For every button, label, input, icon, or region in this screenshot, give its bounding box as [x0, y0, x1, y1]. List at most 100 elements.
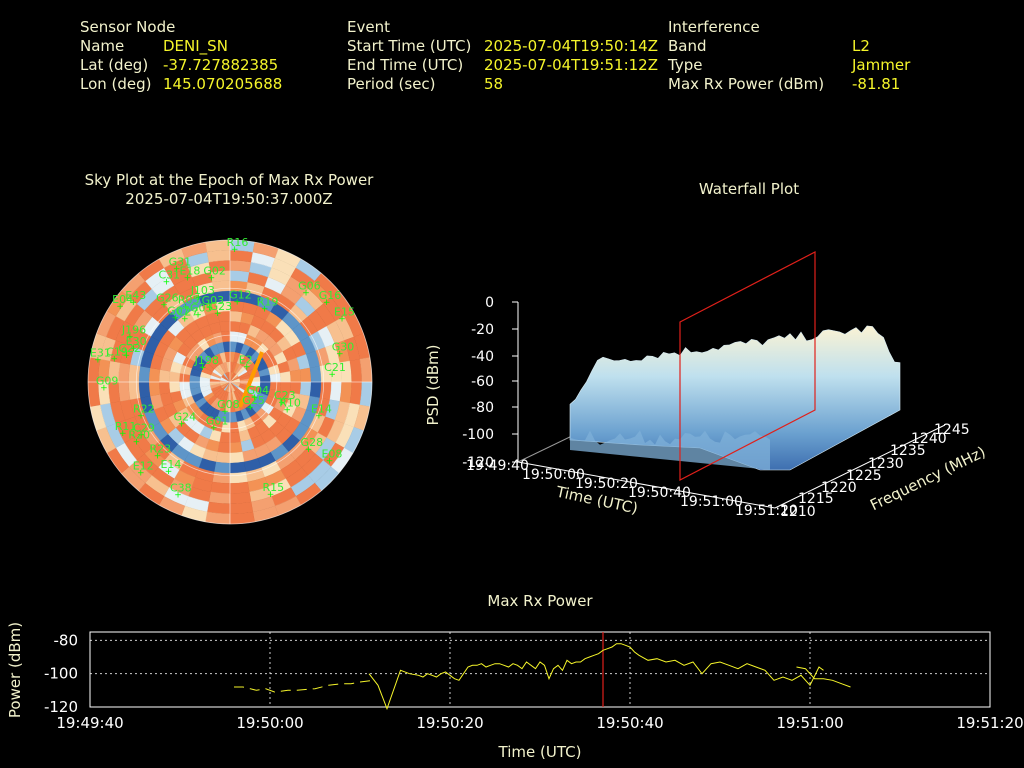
satellite-label: C38	[170, 482, 192, 495]
x-tick-label: 19:50:40	[628, 485, 691, 501]
satellite-marker: +	[130, 298, 138, 308]
x-tick-label: 19:51:20	[735, 503, 798, 519]
satellite-marker: +	[214, 309, 222, 319]
satellite-label: R23	[149, 443, 171, 456]
event-start-label: Start Time (UTC)	[347, 37, 472, 55]
satellite-label: G23	[210, 300, 233, 313]
satellite-label: J103	[190, 284, 215, 297]
satellite-marker: +	[305, 445, 313, 455]
power-x-tick-label: 19:50:20	[416, 714, 483, 732]
satellite-label: E08	[321, 448, 342, 461]
satellite-marker: +	[137, 411, 145, 421]
satellite-marker: +	[154, 452, 162, 462]
event-period-value: 58	[484, 75, 504, 93]
satellite-label: G24	[174, 411, 197, 424]
waterfall-title: Waterfall Plot	[698, 180, 800, 198]
satellite-marker: +	[233, 297, 241, 307]
z-tick-label: -20	[471, 322, 494, 338]
y-tick-label: 1225	[846, 468, 882, 484]
x-tick-label: 19:50:20	[575, 476, 638, 492]
satellite-marker: +	[247, 403, 255, 413]
power-x-tick-label: 19:51:20	[956, 714, 1023, 732]
satellite-marker: +	[133, 438, 141, 448]
satellite-marker: +	[174, 491, 182, 501]
satellite-marker: +	[137, 430, 145, 440]
z-tick-label: -80	[471, 400, 494, 416]
satellite-label: R22	[133, 402, 155, 415]
satellite-label: G25	[242, 394, 265, 407]
satellite-label: G08	[217, 398, 240, 411]
y-tick-label: 1220	[821, 480, 857, 496]
satellite-label: G05	[190, 301, 213, 314]
power-x-tick-label: 19:50:40	[596, 714, 663, 732]
satellite-label: G03	[202, 294, 225, 307]
satellite-label: R20	[128, 429, 150, 442]
y-tick-label: 1210	[780, 504, 816, 520]
satellite-label: E18	[179, 265, 200, 278]
satellite-marker: +	[110, 354, 118, 364]
satellite-marker: +	[267, 490, 275, 500]
satellite-marker: +	[231, 245, 239, 255]
satellite-label: G02	[203, 264, 226, 277]
power-x-tick-label: 19:50:00	[236, 714, 303, 732]
interference-type-value: Jammer	[852, 56, 911, 74]
satellite-label: E31	[90, 347, 111, 360]
satellite-label: C27	[177, 305, 199, 318]
satellite-marker: +	[182, 302, 190, 312]
satellite-label: E2	[239, 353, 253, 366]
satellite-marker: +	[160, 300, 168, 310]
satellite-marker: +	[130, 344, 138, 354]
satellite-label: G06	[298, 279, 321, 292]
interference-type-label: Type	[668, 56, 703, 74]
z-tick-label: -60	[471, 374, 494, 390]
interference-power-value: -81.81	[852, 75, 901, 93]
power-x-axis-label: Time (UTC)	[498, 743, 582, 761]
event-end-label: End Time (UTC)	[347, 56, 464, 74]
satellite-marker: +	[336, 350, 344, 360]
satellite-marker: +	[221, 407, 229, 417]
satellite-marker: +	[206, 303, 214, 313]
satellite-marker: +	[123, 351, 131, 361]
satellite-marker: +	[326, 457, 334, 467]
satellite-label: E12	[133, 459, 154, 472]
power-series-line	[368, 643, 824, 711]
event-period-label: Period (sec)	[347, 75, 436, 93]
y-tick-label: 1230	[868, 456, 904, 472]
satellite-marker: +	[195, 293, 203, 303]
satellite-label: E43	[125, 289, 146, 302]
satellite-marker: +	[338, 314, 346, 324]
power-x-tick-label: 19:49:40	[56, 714, 123, 732]
event-start-value: 2025-07-04T19:50:14Z	[484, 37, 658, 55]
power-x-tick-label: 19:51:00	[776, 714, 843, 732]
sensor-lon-label: Lon (deg)	[80, 75, 152, 93]
satellite-marker: +	[261, 305, 269, 315]
satellite-label: G01	[206, 414, 229, 427]
z-axis-label: PSD (dBm)	[424, 344, 442, 425]
satellite-label: G16	[319, 289, 342, 302]
satellite-marker: +	[171, 314, 179, 324]
waterfall-surface	[569, 325, 901, 471]
satellite-marker: +	[173, 265, 181, 275]
satellite-label: C29	[133, 421, 155, 434]
epoch-plane	[679, 251, 816, 481]
power-y-axis-label: Power (dBm)	[6, 622, 24, 718]
satellite-marker: +	[100, 383, 108, 393]
satellite-label: E30	[126, 335, 147, 348]
satellite-label: E04	[112, 293, 133, 306]
satellite-label: G26	[156, 291, 179, 304]
satellite-label: R16	[227, 236, 249, 249]
satellite-label: E15	[334, 305, 355, 318]
satellite-label: C23	[274, 389, 296, 402]
sensor-lat-label: Lat (deg)	[80, 56, 149, 74]
satellite-label: R19	[257, 296, 279, 309]
satellite-marker: +	[278, 398, 286, 408]
power-series-line	[796, 666, 851, 688]
satellite-marker: +	[243, 362, 251, 372]
satellite-marker: +	[302, 288, 310, 298]
z-tick-label: -100	[462, 427, 494, 443]
satellite-marker: +	[165, 467, 173, 477]
satellite-marker: +	[119, 429, 127, 439]
satellite-label: E14	[311, 402, 332, 415]
satellite-label: E14	[160, 458, 181, 471]
